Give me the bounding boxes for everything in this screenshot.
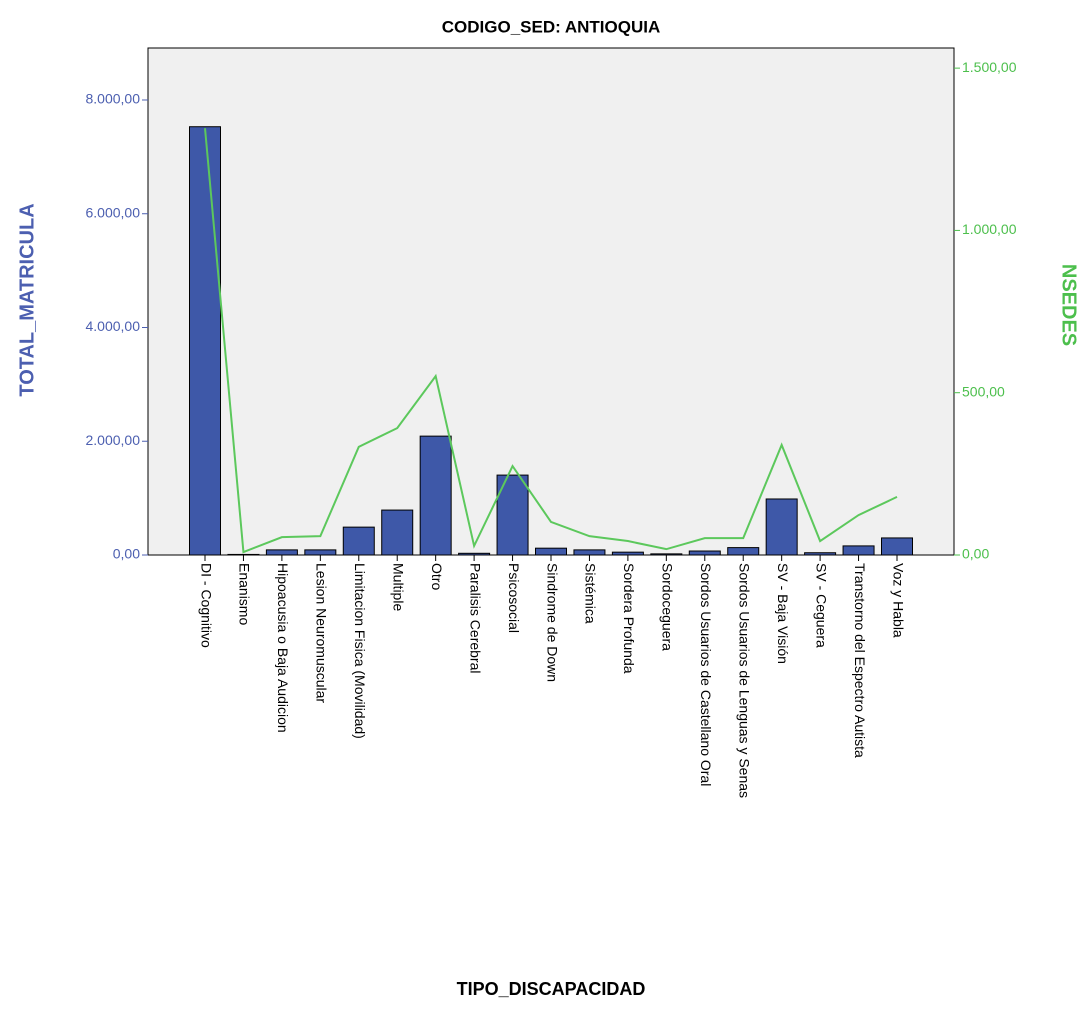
bar xyxy=(842,545,875,556)
x-tick-label: Sordoceguera xyxy=(660,563,676,651)
x-tick-label: Lesion Neuromuscular xyxy=(314,563,330,703)
bar xyxy=(381,509,414,556)
x-tick-label: Sindrome de Down xyxy=(544,563,560,682)
x-tick-label: Hipoacusia o Baja Audicion xyxy=(275,563,291,733)
bar xyxy=(227,553,260,556)
x-tick-label: Enanismo xyxy=(237,563,253,625)
y2-tick-label: 500,00 xyxy=(962,383,1005,399)
y-tick-label: 4.000,00 xyxy=(86,318,141,334)
y2-axis-title: NSEDES xyxy=(1058,264,1080,346)
bar xyxy=(189,126,221,556)
bar xyxy=(458,552,491,556)
x-tick-label: Sordos Usuarios de Lenguas y Senas xyxy=(737,563,753,798)
y-tick-label: 0,00 xyxy=(113,546,140,562)
bar xyxy=(419,435,452,556)
bar xyxy=(535,547,567,556)
x-axis-title: TIPO_DISCAPACIDAD xyxy=(457,979,646,999)
x-tick-label: Limitacion Fisica (Movilidad) xyxy=(352,563,368,739)
y-tick-label: 2.000,00 xyxy=(86,432,141,448)
x-tick-label: Sordera Profunda xyxy=(621,563,637,674)
bar xyxy=(650,553,683,556)
x-tick-label: Sordos Usuarios de Castellano Oral xyxy=(698,563,714,786)
bar xyxy=(881,537,913,556)
bar xyxy=(611,551,644,556)
line xyxy=(204,128,898,554)
chart-title: CODIGO_SED: ANTIOQUIA xyxy=(442,17,661,36)
bar xyxy=(765,498,798,556)
y-tick-label: 8.000,00 xyxy=(86,91,141,107)
x-tick-label: SV - Baja Visión xyxy=(775,563,791,664)
x-tick-label: Voz y Habla xyxy=(890,563,906,638)
plot-area xyxy=(147,47,955,556)
bar xyxy=(688,550,721,556)
x-tick-label: Multiple xyxy=(391,563,407,611)
x-tick-label: Transtorno del Espectro Autista xyxy=(852,563,868,758)
bar xyxy=(342,526,375,556)
y2-tick-label: 0,00 xyxy=(962,546,989,562)
y2-tick-label: 1.000,00 xyxy=(962,221,1017,237)
bar xyxy=(804,552,837,556)
x-tick-label: Otro xyxy=(429,563,445,590)
x-tick-label: Sistémica xyxy=(583,563,599,624)
bar xyxy=(573,549,606,556)
y2-tick-label: 1.500,00 xyxy=(962,59,1017,75)
x-tick-label: Psicosocial xyxy=(506,563,522,633)
bar xyxy=(265,549,298,556)
y-tick-label: 6.000,00 xyxy=(86,204,141,220)
x-tick-label: DI - Cognitivo xyxy=(198,563,214,648)
bar xyxy=(727,547,760,556)
x-tick-label: SV - Ceguera xyxy=(813,563,829,648)
bar xyxy=(304,549,337,556)
x-tick-label: Paralisis Cerebral xyxy=(467,563,483,673)
y-axis-title: TOTAL_MATRICULA xyxy=(16,203,38,396)
